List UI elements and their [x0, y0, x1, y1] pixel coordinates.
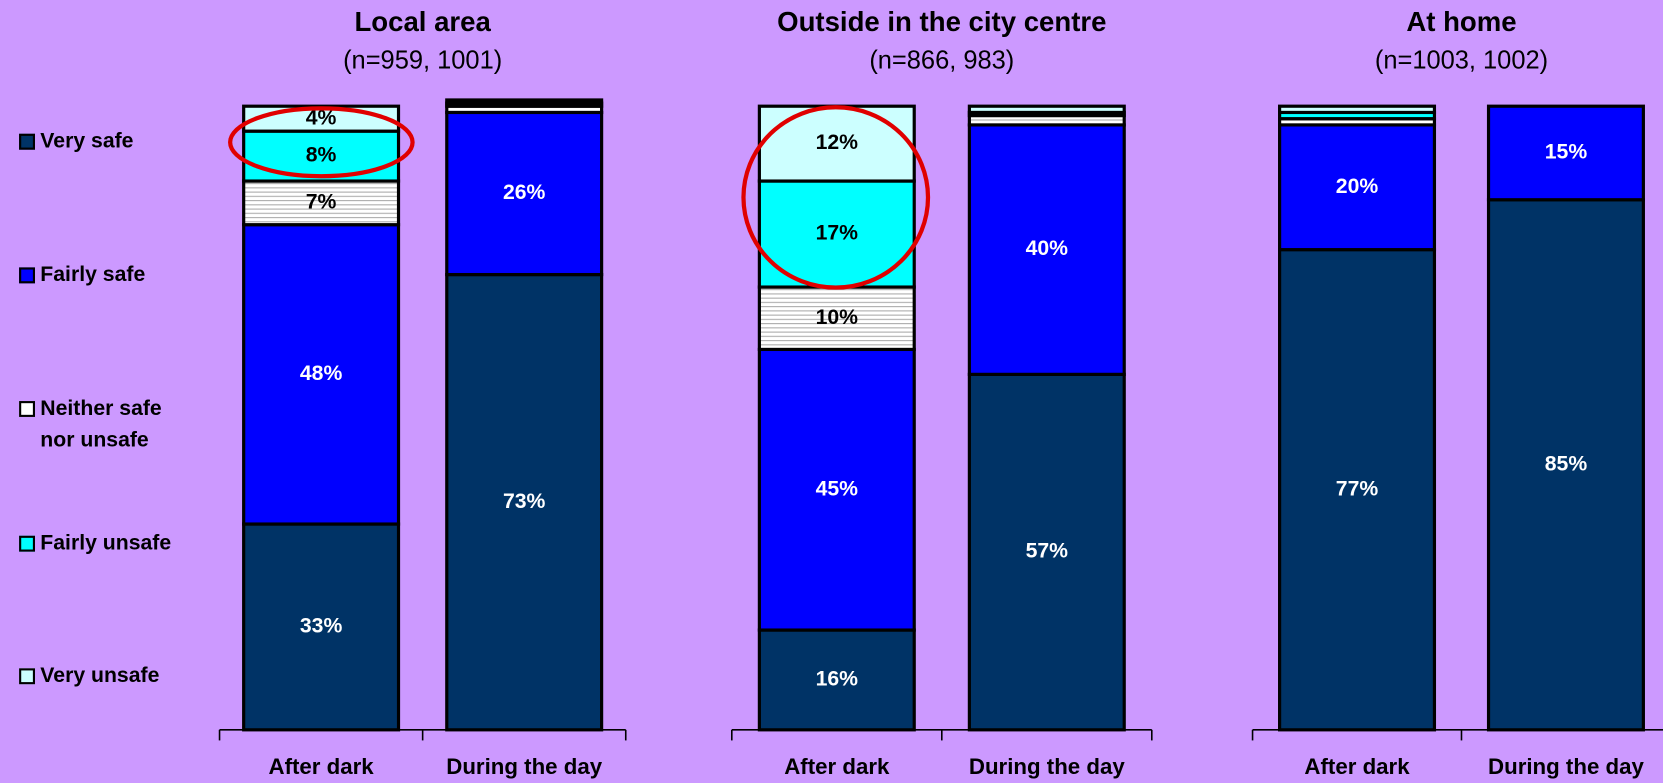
data-label: 85%	[1545, 452, 1588, 475]
highlight-circle	[741, 105, 931, 290]
data-label: 10%	[816, 306, 859, 329]
bar-segment	[1278, 104, 1437, 115]
legend-item: Very unsafe	[13, 660, 215, 692]
legend-swatch	[19, 668, 35, 685]
chart-subtitle: (n=866, 983)	[869, 46, 1014, 74]
bar-segment	[242, 223, 401, 526]
x-tick-label: After dark	[784, 754, 890, 779]
x-tick-label: After dark	[1304, 754, 1410, 779]
data-label: 16%	[816, 668, 859, 691]
chart-title: Outside in the city centre	[777, 6, 1106, 37]
bar-segment	[1486, 198, 1645, 732]
x-tick-label: During the day	[1488, 754, 1644, 779]
bar-segment	[242, 104, 401, 133]
bar-segment	[967, 372, 1126, 732]
bar-segment	[757, 347, 916, 632]
data-label: 20%	[1336, 175, 1379, 198]
data-label: 12%	[816, 131, 859, 154]
bar-segment	[242, 129, 401, 183]
data-label: 45%	[816, 477, 859, 500]
legend-item: Fairly unsafe	[13, 527, 215, 559]
legend-item: Neither safe nor unsafe	[13, 393, 215, 457]
chart-subtitle: (n=1003, 1002)	[1375, 46, 1548, 74]
bar-segment	[445, 98, 604, 105]
chart-subtitle: (n=959, 1001)	[343, 46, 502, 74]
data-label: 40%	[1026, 237, 1069, 260]
data-label: 15%	[1545, 141, 1588, 164]
bar-segment	[242, 522, 401, 732]
chart-title: At home	[1406, 6, 1516, 37]
legend-label: Fairly unsafe	[40, 531, 172, 555]
bar-segment	[757, 104, 916, 183]
bar-segment	[757, 285, 916, 352]
bar-segment	[1278, 123, 1437, 252]
bar-segment	[967, 123, 1126, 376]
data-label: 77%	[1336, 477, 1379, 500]
legend-label: Neither safe nor unsafe	[40, 396, 162, 452]
legend-label: Very safe	[40, 129, 134, 153]
data-label: 8%	[306, 144, 337, 167]
legend-item: Very unsafe	[13, 660, 215, 692]
x-tick-label: During the day	[969, 754, 1125, 779]
data-label: 4%	[306, 106, 337, 129]
plot: Local area (n=959, 1001) After dark 33% 48% 7…	[218, 6, 1663, 779]
data-label: 57%	[1026, 540, 1069, 563]
legend-item: Fairly unsafe	[13, 527, 215, 559]
legend-item: Fairly safe	[13, 259, 215, 291]
legend-swatch	[19, 133, 35, 150]
highlight-circle	[228, 106, 415, 179]
legend-swatch	[19, 401, 35, 417]
data-label: 73%	[503, 490, 546, 513]
bar-segment	[445, 272, 604, 732]
legend-item: Neither safe nor unsafe	[13, 393, 215, 457]
data-label: 26%	[503, 181, 546, 204]
x-tick-label: After dark	[268, 754, 374, 779]
legend-swatch	[19, 267, 35, 284]
data-label: 7%	[306, 190, 337, 213]
legend-label: Very unsafe	[40, 664, 160, 688]
chart-title: Local area	[354, 6, 491, 37]
bar-segment	[1486, 104, 1645, 202]
bar-segment	[757, 628, 916, 732]
legend-item: Very safe	[13, 125, 215, 157]
legend-item: Fairly safe	[13, 259, 215, 291]
data-label: 17%	[816, 222, 859, 245]
legend-swatch	[19, 535, 35, 552]
bar-segment	[445, 110, 604, 277]
data-label: 48%	[300, 362, 343, 385]
legend-label: Fairly safe	[40, 263, 146, 287]
x-tick-label: During the day	[446, 754, 602, 779]
legend-item: Very safe	[13, 125, 215, 157]
bar-segment	[1278, 248, 1437, 732]
bar-segment	[967, 104, 1126, 115]
data-label: 33%	[300, 615, 343, 638]
